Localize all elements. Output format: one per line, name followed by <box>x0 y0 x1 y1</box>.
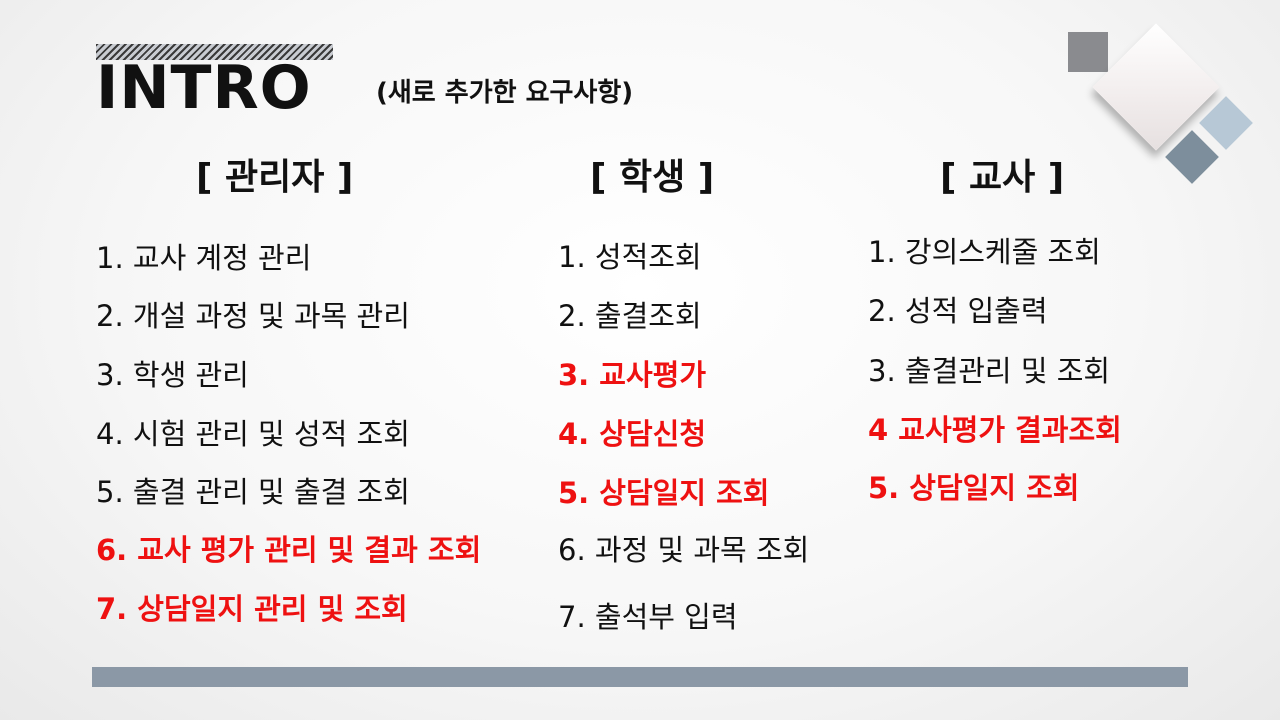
admin-item-1: 1. 교사 계정 관리 <box>96 241 312 275</box>
slide-title: INTRO <box>96 53 312 123</box>
admin-column-header: [ 관리자 ] <box>196 157 354 198</box>
bottom-accent-bar <box>92 667 1188 687</box>
student-item-6: 6. 과정 및 과목 조회 <box>558 533 810 567</box>
student-item-7: 7. 출석부 입력 <box>558 600 738 634</box>
admin-item-4: 4. 시험 관리 및 성적 조회 <box>96 417 410 451</box>
admin-item-5: 5. 출결 관리 및 출결 조회 <box>96 475 410 509</box>
teacher-item-4: 4 교사평가 결과조회 <box>868 413 1122 447</box>
admin-item-2: 2. 개설 과정 및 과목 관리 <box>96 299 410 333</box>
student-item-1: 1. 성적조회 <box>558 240 702 274</box>
teacher-item-2: 2. 성적 입출력 <box>868 294 1048 328</box>
teacher-item-3: 3. 출결관리 및 조회 <box>868 354 1111 388</box>
student-item-2: 2. 출결조회 <box>558 299 702 333</box>
student-item-5: 5. 상담일지 조회 <box>558 476 770 510</box>
decor-dark-blue-diamond <box>1165 130 1219 184</box>
teacher-item-5: 5. 상담일지 조회 <box>868 471 1080 505</box>
admin-item-6: 6. 교사 평가 관리 및 결과 조회 <box>96 533 482 567</box>
teacher-item-1: 1. 강의스케줄 조회 <box>868 235 1101 269</box>
student-item-4: 4. 상담신청 <box>558 417 707 451</box>
student-column-header: [ 학생 ] <box>590 157 715 198</box>
decor-light-blue-diamond <box>1199 96 1253 150</box>
admin-item-7: 7. 상담일지 관리 및 조회 <box>96 592 408 626</box>
decor-gray-square <box>1068 32 1108 72</box>
teacher-column-header: [ 교사 ] <box>940 157 1065 198</box>
student-item-3: 3. 교사평가 <box>558 358 707 392</box>
decor-white-diamond <box>1092 23 1220 151</box>
admin-item-3: 3. 학생 관리 <box>96 358 249 392</box>
title-hatch-bar <box>96 44 333 60</box>
slide-subtitle: (새로 추가한 요구사항) <box>376 78 634 108</box>
